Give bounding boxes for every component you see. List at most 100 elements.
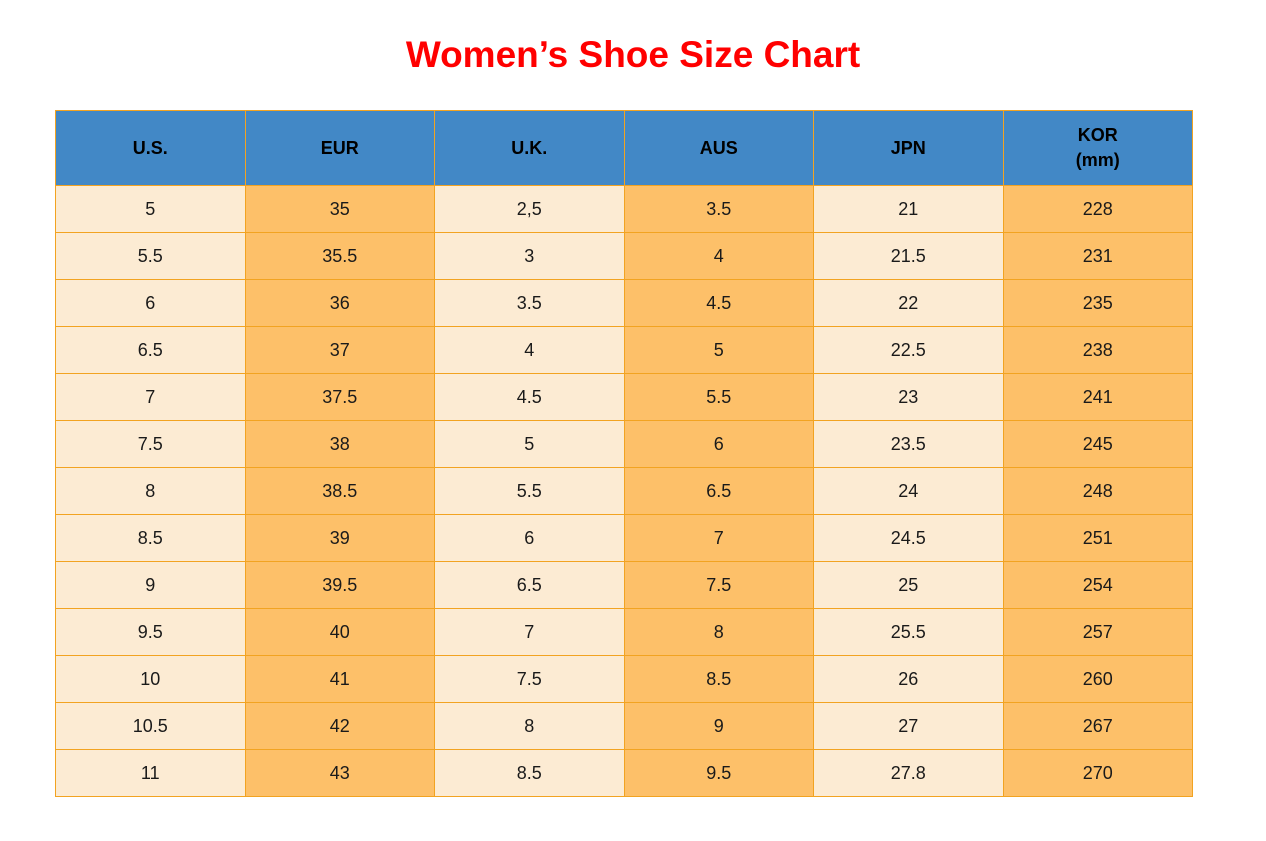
table-cell: 4.5 bbox=[623, 279, 814, 327]
table-cell: 6 bbox=[434, 514, 625, 562]
table-row: 8 38.5 5.5 6.5 24 248 bbox=[55, 467, 1193, 515]
header-cell-jpn: JPN bbox=[813, 110, 1004, 186]
table-cell: 7 bbox=[623, 514, 814, 562]
header-label: JPN bbox=[890, 137, 926, 158]
table-cell: 25 bbox=[813, 561, 1004, 609]
table-cell: 10 bbox=[55, 655, 246, 703]
table-cell: 4.5 bbox=[434, 373, 625, 421]
table-cell: 257 bbox=[1002, 608, 1193, 656]
table-row: 7.5 38 5 6 23.5 245 bbox=[55, 420, 1193, 468]
table-cell: 37.5 bbox=[244, 373, 435, 421]
table-cell: 24.5 bbox=[813, 514, 1004, 562]
table-cell: 6.5 bbox=[55, 326, 246, 374]
table-row: 5.5 35.5 3 4 21.5 231 bbox=[55, 232, 1193, 280]
table-cell: 37 bbox=[244, 326, 435, 374]
table-cell: 38.5 bbox=[244, 467, 435, 515]
table-cell: 5 bbox=[623, 326, 814, 374]
table-cell: 6.5 bbox=[623, 467, 814, 515]
table-cell: 22.5 bbox=[813, 326, 1004, 374]
table-cell: 39.5 bbox=[244, 561, 435, 609]
table-cell: 251 bbox=[1002, 514, 1193, 562]
table-cell: 7.5 bbox=[55, 420, 246, 468]
table-cell: 26 bbox=[813, 655, 1004, 703]
table-cell: 21 bbox=[813, 185, 1004, 233]
table-cell: 7 bbox=[434, 608, 625, 656]
table-cell: 9 bbox=[55, 561, 246, 609]
table-cell: 260 bbox=[1002, 655, 1193, 703]
table-cell: 254 bbox=[1002, 561, 1193, 609]
table-cell: 267 bbox=[1002, 702, 1193, 750]
table-row: 9.5 40 7 8 25.5 257 bbox=[55, 608, 1193, 656]
table-cell: 245 bbox=[1002, 420, 1193, 468]
table-cell: 27.8 bbox=[813, 749, 1004, 797]
table-row: 10.5 42 8 9 27 267 bbox=[55, 702, 1193, 750]
table-cell: 8.5 bbox=[623, 655, 814, 703]
table-body: 5 35 2,5 3.5 21 228 5.5 35.5 3 4 21.5 231 6 36 3.5 4.5 2… bbox=[55, 185, 1193, 797]
table-cell: 5 bbox=[434, 420, 625, 468]
table-cell: 235 bbox=[1002, 279, 1193, 327]
table-cell: 7.5 bbox=[434, 655, 625, 703]
table-row: 11 43 8.5 9.5 27.8 270 bbox=[55, 749, 1193, 797]
table-cell: 248 bbox=[1002, 467, 1193, 515]
table-cell: 231 bbox=[1002, 232, 1193, 280]
table-cell: 8 bbox=[623, 608, 814, 656]
table-cell: 6 bbox=[55, 279, 246, 327]
table-cell: 42 bbox=[244, 702, 435, 750]
table-cell: 23.5 bbox=[813, 420, 1004, 468]
table-cell: 3 bbox=[434, 232, 625, 280]
page-title: Women’s Shoe Size Chart bbox=[405, 34, 861, 75]
table-cell: 5.5 bbox=[55, 232, 246, 280]
table-cell: 41 bbox=[244, 655, 435, 703]
size-chart-table: U.S. EUR U.K. AUS JPN KOR (mm) 5 35 2,5 3.5 21 228 5… bbox=[55, 110, 1193, 797]
table-cell: 5.5 bbox=[623, 373, 814, 421]
table-cell: 2,5 bbox=[434, 185, 625, 233]
table-cell: 24 bbox=[813, 467, 1004, 515]
table-cell: 25.5 bbox=[813, 608, 1004, 656]
table-cell: 4 bbox=[434, 326, 625, 374]
header-cell-uk: U.K. bbox=[434, 110, 625, 186]
table-cell: 9 bbox=[623, 702, 814, 750]
table-row: 7 37.5 4.5 5.5 23 241 bbox=[55, 373, 1193, 421]
table-cell: 5.5 bbox=[434, 467, 625, 515]
table-cell: 6 bbox=[623, 420, 814, 468]
table-cell: 35 bbox=[244, 185, 435, 233]
table-cell: 228 bbox=[1002, 185, 1193, 233]
table-cell: 6.5 bbox=[434, 561, 625, 609]
header-label: U.K. bbox=[511, 137, 548, 158]
table-cell: 22 bbox=[813, 279, 1004, 327]
table-row: 8.5 39 6 7 24.5 251 bbox=[55, 514, 1193, 562]
header-label: KOR bbox=[1077, 125, 1118, 145]
table-cell: 270 bbox=[1002, 749, 1193, 797]
table-cell: 27 bbox=[813, 702, 1004, 750]
table-cell: 8.5 bbox=[434, 749, 625, 797]
table-row: 6 36 3.5 4.5 22 235 bbox=[55, 279, 1193, 327]
table-cell: 43 bbox=[244, 749, 435, 797]
table-cell: 38 bbox=[244, 420, 435, 468]
table-cell: 8 bbox=[55, 467, 246, 515]
table-cell: 35.5 bbox=[244, 232, 435, 280]
table-header: U.S. EUR U.K. AUS JPN KOR (mm) bbox=[55, 110, 1193, 186]
table-cell: 9.5 bbox=[55, 608, 246, 656]
table-cell: 8.5 bbox=[55, 514, 246, 562]
header-cell-us: U.S. bbox=[55, 110, 246, 186]
header-label: U.S. bbox=[132, 137, 168, 158]
table-cell: 40 bbox=[244, 608, 435, 656]
table-cell: 7.5 bbox=[623, 561, 814, 609]
table-cell: 241 bbox=[1002, 373, 1193, 421]
header-cell-eur: EUR bbox=[244, 110, 435, 186]
table-row: 6.5 37 4 5 22.5 238 bbox=[55, 326, 1193, 374]
table-row: 10 41 7.5 8.5 26 260 bbox=[55, 655, 1193, 703]
table-row: 9 39.5 6.5 7.5 25 254 bbox=[55, 561, 1193, 609]
table-cell: 36 bbox=[244, 279, 435, 327]
header-label: AUS bbox=[699, 137, 738, 158]
table-cell: 10.5 bbox=[55, 702, 246, 750]
table-cell: 5 bbox=[55, 185, 246, 233]
header-sublabel: (mm) bbox=[1075, 150, 1120, 170]
header-cell-kor: KOR (mm) bbox=[1002, 110, 1193, 186]
header-row: U.S. EUR U.K. AUS JPN KOR (mm) bbox=[55, 110, 1193, 186]
table-cell: 238 bbox=[1002, 326, 1193, 374]
table-cell: 21.5 bbox=[813, 232, 1004, 280]
header-label: EUR bbox=[320, 137, 359, 158]
table-cell: 3.5 bbox=[623, 185, 814, 233]
table-cell: 23 bbox=[813, 373, 1004, 421]
